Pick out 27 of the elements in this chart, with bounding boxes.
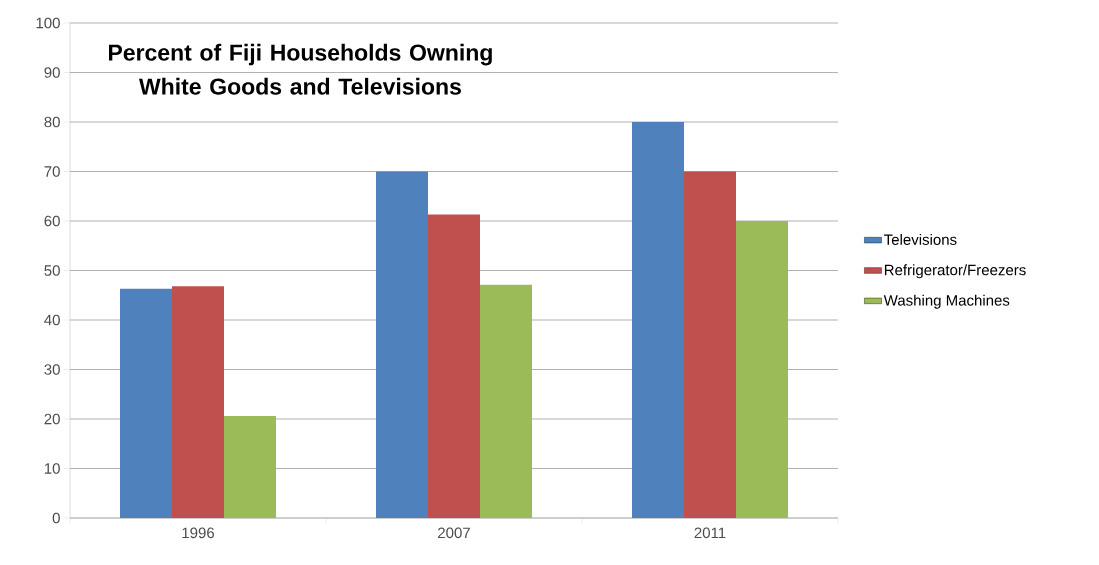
y-tick-label: 100 bbox=[36, 17, 60, 29]
x-tick-label: 2007 bbox=[438, 527, 470, 539]
bar bbox=[428, 214, 481, 518]
y-tick-label: 10 bbox=[44, 463, 60, 474]
legend-label: Televisions bbox=[884, 233, 957, 245]
x-tick-label: 1996 bbox=[182, 527, 215, 539]
y-tick-label: 60 bbox=[44, 215, 60, 227]
text: Percent of Fiji Households Owning White Goods and Televisions bbox=[108, 43, 492, 95]
y-tick-label: 80 bbox=[44, 116, 60, 128]
bar bbox=[172, 286, 224, 518]
y-tick-label: 30 bbox=[44, 364, 60, 375]
y-tick-label: 20 bbox=[44, 413, 60, 425]
bar bbox=[480, 284, 533, 518]
bar bbox=[120, 288, 172, 518]
bar bbox=[684, 171, 737, 518]
legend-label: Refrigerator/Freezers bbox=[884, 264, 1026, 279]
y-tick-label: 90 bbox=[44, 67, 60, 78]
y-tick-label: 70 bbox=[44, 166, 60, 177]
legend-label: Washing Machines bbox=[883, 294, 1010, 309]
bar bbox=[376, 171, 429, 518]
bar bbox=[736, 221, 789, 518]
bar bbox=[632, 121, 685, 518]
y-tick-label: 0 bbox=[52, 512, 60, 524]
bar bbox=[224, 416, 277, 518]
x-tick-label: 2011 bbox=[694, 527, 726, 539]
y-tick-label: 50 bbox=[44, 265, 60, 276]
y-tick-label: 40 bbox=[44, 314, 60, 326]
